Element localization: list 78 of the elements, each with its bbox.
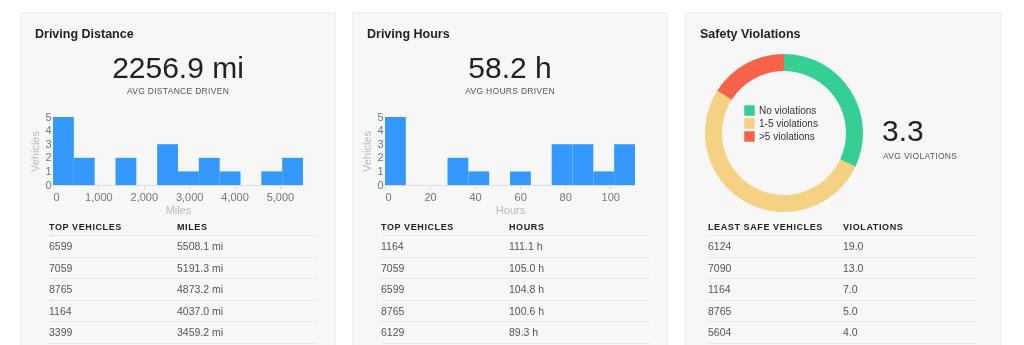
- text: 4.0: [843, 321, 976, 343]
- text: 8765: [708, 300, 843, 322]
- x-tick-label: 40: [469, 190, 482, 203]
- x-axis-title: Hours: [495, 203, 526, 216]
- text: 1164: [49, 300, 177, 322]
- text: 13.0: [843, 257, 976, 279]
- text: 6599: [381, 278, 509, 300]
- y-axis-title: Vehicles: [361, 130, 374, 172]
- text: 104.8 h: [509, 278, 649, 300]
- y-tick-label: 3: [45, 137, 52, 150]
- text: 7090: [708, 257, 843, 279]
- y-axis-title: Vehicles: [29, 130, 42, 172]
- text: 19.0: [843, 235, 976, 257]
- text: 5508.1 mi: [177, 235, 317, 257]
- text: 6129: [381, 321, 509, 343]
- text: LEAST SAFE VEHICLES: [708, 218, 843, 236]
- y-tick-label: 5: [377, 110, 384, 123]
- chart-title: Safety Violations: [700, 27, 801, 41]
- x-tick-label: 0: [53, 190, 60, 203]
- text: 5604: [708, 321, 843, 343]
- x-tick-label: 100: [601, 190, 620, 203]
- text: TOP VEHICLES: [49, 218, 177, 236]
- text: 8765: [381, 300, 509, 322]
- text: 1164: [381, 235, 509, 257]
- x-tick-label: 1,000: [85, 190, 113, 203]
- y-tick-label: 4: [45, 124, 52, 137]
- donut-slice: [717, 54, 784, 100]
- text: 6124: [708, 235, 843, 257]
- text: 5.0: [843, 300, 976, 322]
- text: 2256.9 mi: [111, 51, 245, 85]
- text: AVG DISTANCE DRIVEN: [125, 86, 231, 96]
- text: 8765: [49, 278, 177, 300]
- x-tick-label: 2,000: [130, 190, 159, 203]
- y-tick-label: 5: [45, 110, 52, 123]
- text: 100.6 h: [509, 300, 649, 322]
- text: 7.0: [843, 278, 976, 300]
- x-tick-label: 4,000: [221, 190, 249, 203]
- text: 4873.2 mi: [177, 278, 317, 300]
- text: VIOLATIONS: [843, 218, 976, 236]
- text: 7059: [49, 257, 177, 279]
- chart-title: Driving Hours: [367, 27, 450, 41]
- legend-label: No violations: [759, 104, 817, 116]
- text: MILES: [177, 218, 317, 236]
- x-tick-label: 80: [559, 190, 572, 203]
- text: 6599: [49, 235, 177, 257]
- text: AVG VIOLATIONS: [883, 151, 958, 161]
- text: 3.3: [882, 114, 924, 148]
- y-tick-label: 2: [45, 151, 52, 164]
- x-tick-label: 3,000: [175, 190, 204, 203]
- y-tick-label: 2: [377, 151, 384, 164]
- text: TOP VEHICLES: [381, 218, 509, 236]
- text: HOURS: [509, 218, 649, 236]
- text: AVG HOURS DRIVEN: [464, 86, 556, 96]
- text: 58.2 h: [467, 51, 553, 85]
- text: 105.0 h: [509, 257, 649, 279]
- chart-title: Driving Distance: [35, 27, 134, 41]
- text: 111.1 h: [509, 235, 649, 257]
- x-tick-label: 0: [385, 190, 392, 203]
- text: 1164: [708, 278, 843, 300]
- x-tick-label: 20: [424, 190, 437, 203]
- y-tick-label: 0: [45, 178, 52, 191]
- y-tick-label: 0: [377, 178, 384, 191]
- text: 3459.2 mi: [177, 321, 317, 343]
- text: 89.3 h: [509, 321, 649, 343]
- x-tick-label: 5,000: [266, 190, 295, 203]
- legend-label: >5 violations: [759, 130, 815, 142]
- text: 7059: [381, 257, 509, 279]
- text: 4037.0 mi: [177, 300, 317, 322]
- text: 5191.3 mi: [177, 257, 317, 279]
- y-tick-label: 3: [377, 137, 384, 150]
- x-tick-label: 60: [514, 190, 527, 203]
- legend-label: 1-5 violations: [759, 117, 818, 129]
- x-axis-title: Miles: [165, 203, 192, 216]
- donut-slice: [705, 90, 856, 212]
- y-tick-label: 1: [45, 164, 52, 177]
- y-tick-label: 1: [377, 164, 384, 177]
- y-tick-label: 4: [377, 124, 384, 137]
- text: 3399: [49, 321, 177, 343]
